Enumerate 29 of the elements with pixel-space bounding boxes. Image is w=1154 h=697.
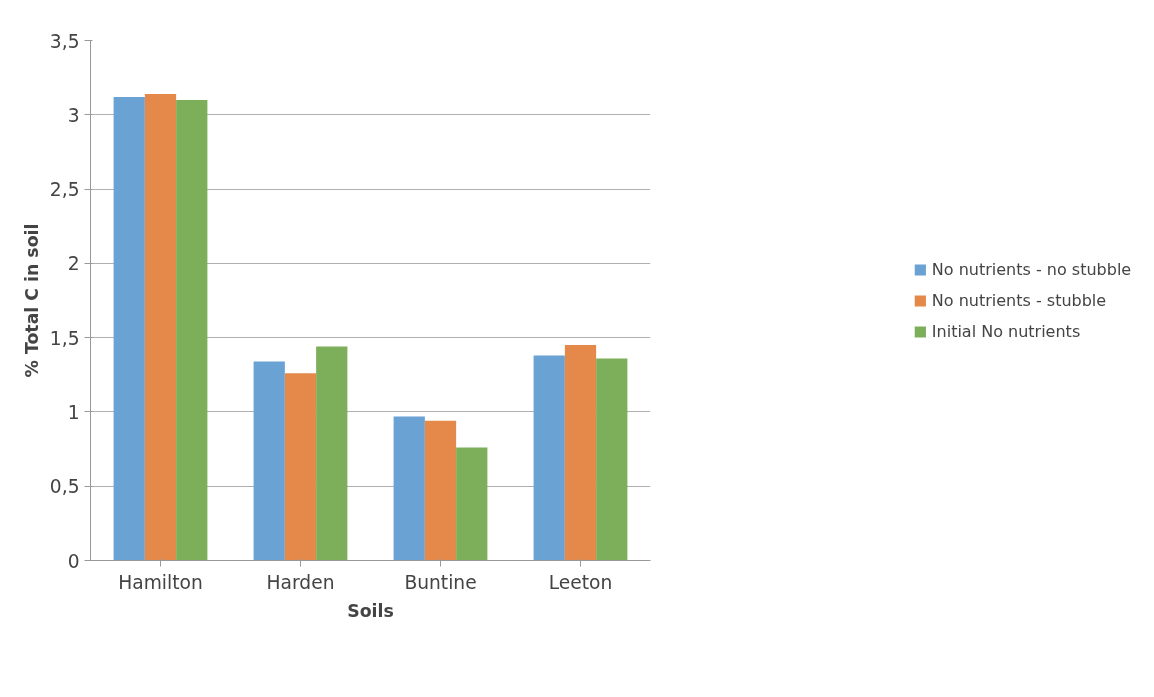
bar [176, 99, 208, 561]
bar [253, 361, 285, 561]
y-tick-label: 0 [67, 550, 80, 572]
x-tick-label: Harden [266, 571, 335, 593]
x-tick-label: Leeton [548, 571, 613, 593]
x-tick-label: Hamilton [118, 571, 203, 593]
bar [144, 93, 177, 561]
legend-label: No nutrients - stubble [931, 290, 1107, 310]
y-tick-label: 3 [67, 104, 80, 126]
y-tick-label: 2 [67, 253, 80, 275]
x-tick-label: Buntine [404, 571, 477, 593]
legend-label: Initial No nutrients [931, 321, 1081, 341]
y-tick-label: 1 [67, 401, 80, 423]
bar [424, 420, 457, 561]
x-axis-title: Soils [347, 600, 394, 621]
bar [284, 373, 317, 561]
bar [316, 346, 348, 561]
bar [456, 447, 488, 561]
y-tick-label: 1,5 [49, 327, 80, 349]
bar [393, 416, 425, 561]
bar [113, 96, 145, 561]
y-tick-label: 2,5 [49, 179, 80, 201]
bar [533, 355, 565, 561]
y-tick-label: 0,5 [49, 476, 80, 498]
legend-label: No nutrients - no stubble [931, 259, 1132, 279]
y-tick-label: 3,5 [49, 30, 80, 52]
bar [564, 345, 597, 561]
bar [596, 358, 628, 561]
y-axis-title: % Total C in soil [21, 223, 42, 378]
